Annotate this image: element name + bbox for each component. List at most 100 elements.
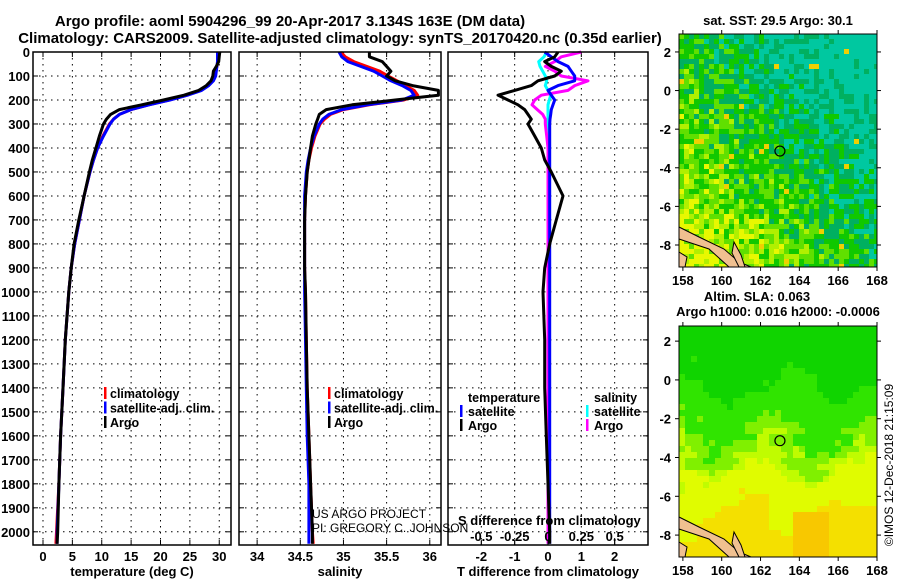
map-cell: [694, 129, 699, 134]
map-cell: [699, 59, 704, 64]
map-cell: [784, 144, 789, 149]
map-cell: [804, 79, 809, 84]
map-cell: [769, 356, 775, 362]
map-cell: [699, 34, 704, 39]
map-cell: [685, 464, 691, 470]
map-cell: [804, 104, 809, 109]
map-cell: [734, 144, 739, 149]
map-cell: [787, 494, 793, 500]
imos-timestamp: ©IMOS 12-Dec-2018 21:15:09: [882, 384, 896, 547]
map-cell: [709, 139, 714, 144]
map-cell: [719, 84, 724, 89]
map-cell: [835, 458, 841, 464]
map-cell: [714, 189, 719, 194]
map-cell: [774, 89, 779, 94]
map-cell: [804, 259, 809, 264]
map-cell: [714, 219, 719, 224]
map-cell: [829, 254, 834, 259]
map-cell: [679, 452, 685, 458]
map-cell: [685, 326, 691, 332]
map-cell: [805, 530, 811, 536]
map-cell: [784, 184, 789, 189]
map-cell: [774, 209, 779, 214]
map-cell: [793, 338, 799, 344]
map-cell: [859, 374, 865, 380]
map-cell: [734, 159, 739, 164]
map-cell: [751, 542, 757, 548]
map-cell: [739, 422, 745, 428]
map-cell: [874, 174, 877, 179]
map-cell: [709, 506, 715, 512]
map-cell: [869, 229, 874, 234]
map-cell: [685, 338, 691, 344]
map-cell: [819, 189, 824, 194]
map-cell: [763, 488, 769, 494]
map-cell: [847, 404, 853, 410]
map-cell: [724, 114, 729, 119]
map-cell: [724, 169, 729, 174]
map-cell: [829, 356, 835, 362]
map-cell: [817, 446, 823, 452]
map-cell: [729, 69, 734, 74]
map-cell: [774, 64, 779, 69]
map-cell: [699, 204, 704, 209]
map-cell: [804, 219, 809, 224]
map-cell: [709, 94, 714, 99]
map-cell: [685, 410, 691, 416]
map-cell: [739, 94, 744, 99]
map-cell: [697, 398, 703, 404]
map-cell: [739, 494, 745, 500]
map-cell: [763, 440, 769, 446]
map-cell: [811, 536, 817, 542]
map-cell: [844, 239, 849, 244]
map-cell: [694, 104, 699, 109]
map-cell: [817, 500, 823, 506]
map-cell: [794, 169, 799, 174]
map-cell: [724, 244, 729, 249]
map-cell: [715, 350, 721, 356]
map-cell: [811, 464, 817, 470]
map-cell: [823, 512, 829, 518]
map-cell: [864, 104, 869, 109]
map-cell: [754, 194, 759, 199]
x-axis-label: T difference from climatology: [457, 564, 640, 579]
map-cell: [839, 169, 844, 174]
map-cell: [793, 440, 799, 446]
map-cell: [779, 219, 784, 224]
map-cell: [859, 326, 865, 332]
map-cell: [764, 104, 769, 109]
map-cell: [714, 159, 719, 164]
map-cell: [685, 440, 691, 446]
map-cell: [829, 392, 835, 398]
map-cell: [724, 49, 729, 54]
map-cell: [874, 54, 877, 59]
map-cell: [869, 49, 874, 54]
map-cell: [819, 124, 824, 129]
map-cell: [775, 392, 781, 398]
map-cell: [679, 174, 684, 179]
map-cell: [853, 434, 859, 440]
map-cell: [734, 74, 739, 79]
map-cell: [721, 410, 727, 416]
map-cell: [694, 89, 699, 94]
map-cell: [854, 234, 859, 239]
map-cell: [719, 159, 724, 164]
map-cell: [865, 476, 871, 482]
map-cell: [719, 164, 724, 169]
map-cell: [805, 428, 811, 434]
map-cell: [874, 129, 877, 134]
map-cell: [679, 129, 684, 134]
map-cell: [874, 234, 877, 239]
map-cell: [829, 174, 834, 179]
map-cell: [739, 219, 744, 224]
map-cell: [724, 234, 729, 239]
map-cell: [744, 254, 749, 259]
map-cell: [754, 89, 759, 94]
map-cell: [679, 440, 685, 446]
map-cell: [739, 404, 745, 410]
map-cell: [759, 179, 764, 184]
map-cell: [733, 350, 739, 356]
map-cell: [829, 386, 835, 392]
map-cell: [794, 104, 799, 109]
map-cell: [757, 434, 763, 440]
